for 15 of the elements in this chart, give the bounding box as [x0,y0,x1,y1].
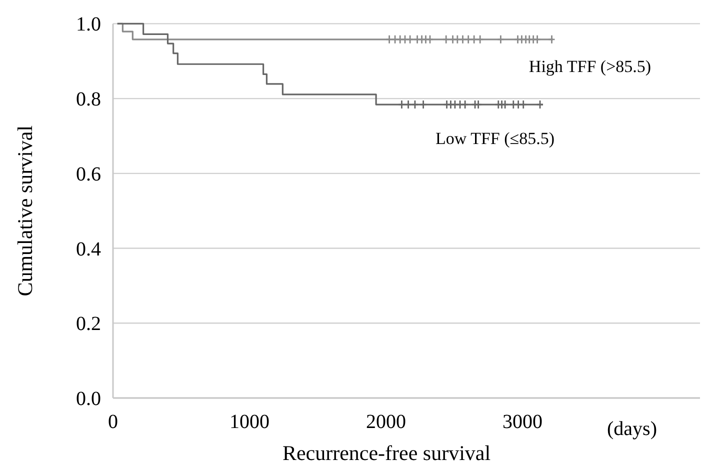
x-axis-title: Recurrence-free survival [282,441,491,465]
y-tick-label: 0.4 [76,238,101,260]
x-tick-label: 3000 [502,411,543,433]
y-axis-title: Cumulative survival [13,125,37,296]
x-tick-label: 2000 [366,411,406,433]
text: (days) [607,418,657,440]
annotation: Low TFF (≤85.5) [435,128,555,148]
y-tick-label: 0.2 [76,313,101,336]
annotation: High TFF (>85.5) [528,56,652,76]
x-tick-label: 0 [108,411,118,433]
y-tick-label: 1.0 [76,14,101,36]
y-tick-label: 0.6 [76,163,101,186]
x-tick-label: 1000 [230,411,270,433]
y-tick-label: 0.8 [76,88,101,111]
y-tick-label: 0.0 [76,388,101,410]
